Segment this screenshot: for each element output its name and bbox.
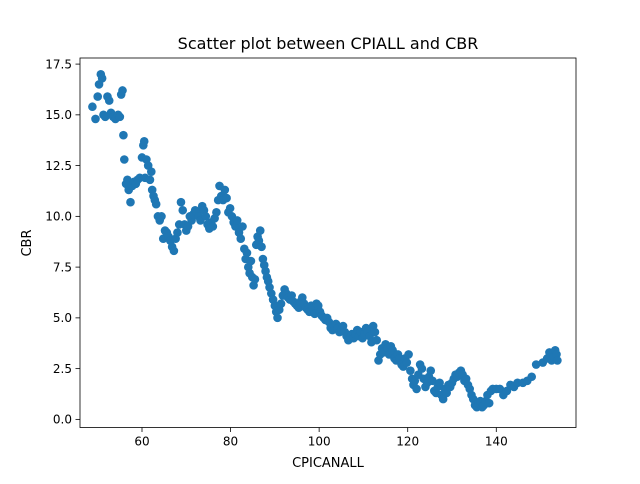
scatter-point: [115, 112, 125, 122]
scatter-point: [372, 335, 382, 345]
scatter-point: [97, 74, 107, 83]
scatter-point: [147, 167, 156, 176]
scatter-point: [406, 366, 415, 375]
scatter-point: [212, 208, 221, 217]
x-tick-label: 140: [485, 435, 508, 449]
scatter-point: [176, 197, 186, 207]
scatter-point: [104, 96, 114, 105]
scatter-point: [527, 372, 537, 382]
scatter-point: [232, 216, 242, 225]
scatter-point: [173, 228, 182, 237]
scatter-point: [119, 130, 128, 140]
scatter-point: [484, 398, 494, 408]
y-tick-label: 0.0: [53, 413, 72, 427]
scatter-point: [238, 222, 247, 231]
scatter-point: [169, 246, 179, 256]
scatter-point: [220, 185, 230, 195]
ticks-layer: 60 80 100 120 140 0.0 2.5 5.0 7.5 10.0 12.5 15.0 17.…: [45, 57, 507, 448]
scatter-point: [531, 360, 541, 369]
x-tick-label: 60: [134, 435, 149, 449]
scatter-point: [417, 364, 427, 373]
scatter-point: [412, 384, 421, 394]
scatter-point: [236, 234, 246, 243]
scatter-point: [435, 378, 444, 388]
scatter-point: [553, 356, 562, 365]
scatter-point: [201, 212, 211, 221]
scatter-point: [151, 199, 161, 209]
y-tick-label: 10.0: [45, 210, 72, 224]
scatter-point: [157, 212, 166, 221]
points-layer: [88, 69, 562, 412]
scatter-point: [428, 376, 437, 386]
scatter-point: [178, 205, 188, 215]
axes-frame: [79, 57, 577, 428]
y-tick-label: 15.0: [45, 108, 72, 122]
y-tick-label: 5.0: [53, 311, 72, 325]
scatter-point: [208, 222, 218, 231]
scatter-point: [119, 155, 129, 164]
scatter-point: [257, 242, 266, 252]
scatter-point: [426, 366, 436, 375]
scatter-point: [139, 136, 149, 146]
scatter-point: [273, 313, 282, 323]
scatter-point: [222, 193, 231, 203]
y-tick-label: 17.5: [45, 57, 72, 71]
scatter-point: [88, 102, 97, 112]
scatter-point: [404, 350, 413, 359]
scatter-point: [225, 203, 235, 213]
scatter-point: [91, 114, 100, 124]
x-axis-label: CPICANALL: [292, 456, 365, 471]
scatter-point: [118, 86, 127, 95]
scatter-point: [250, 274, 260, 284]
x-tick-label: 120: [396, 435, 419, 449]
y-tick-label: 12.5: [45, 159, 72, 173]
x-tick-label: 100: [308, 435, 331, 449]
x-tick-label: 80: [223, 435, 238, 449]
y-tick-label: 2.5: [53, 362, 72, 376]
scatter-point: [123, 175, 132, 185]
scatter-point: [370, 327, 380, 337]
scatter-point: [402, 358, 412, 367]
scatter-point: [145, 175, 155, 185]
scatter-point: [255, 226, 265, 235]
y-tick-label: 7.5: [53, 260, 72, 274]
scatter-point: [276, 299, 286, 308]
y-axis-label: CBR: [20, 229, 35, 256]
scatter-point: [93, 92, 103, 101]
scatter-point: [242, 248, 252, 258]
scatter-point: [246, 256, 256, 266]
scatter-point: [126, 197, 135, 207]
chart-title: Scatter plot between CPIALL and CBR: [178, 34, 479, 53]
